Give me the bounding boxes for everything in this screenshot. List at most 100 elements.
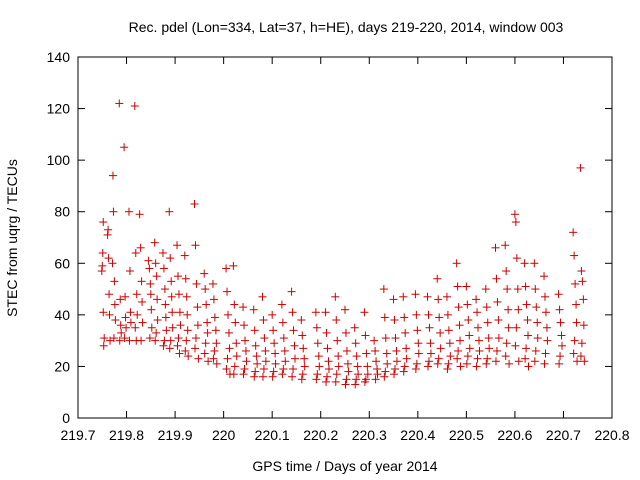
y-axis: 0 20 40 60 80 100 120 140 [47, 49, 612, 426]
data-point [121, 292, 130, 301]
data-point [463, 300, 472, 309]
data-point [147, 305, 156, 314]
data-point [501, 241, 510, 250]
data-point [161, 300, 170, 309]
data-point [391, 365, 400, 374]
data-point [351, 380, 360, 389]
data-point [456, 336, 465, 345]
data-point [360, 308, 369, 317]
data-point [181, 274, 190, 283]
data-point [290, 341, 299, 350]
data-point [259, 365, 268, 374]
data-point [492, 346, 501, 355]
data-point [371, 375, 380, 384]
data-point [239, 303, 248, 312]
y-tick-label: 100 [47, 152, 71, 168]
data-point [184, 352, 193, 361]
data-point [540, 272, 549, 281]
data-point [523, 316, 532, 325]
data-point [491, 243, 500, 252]
data-point [313, 339, 322, 348]
data-point [454, 303, 463, 312]
data-point [453, 282, 462, 291]
data-point [426, 339, 435, 348]
data-point [402, 344, 411, 353]
data-point [465, 331, 474, 340]
data-point [136, 243, 145, 252]
data-point [383, 359, 392, 368]
data-point [483, 354, 492, 363]
data-point [363, 362, 372, 371]
data-point [333, 336, 342, 345]
data-point [138, 318, 147, 327]
data-point [176, 321, 185, 330]
data-point [381, 367, 390, 376]
data-point [555, 359, 564, 368]
data-point [191, 241, 200, 250]
data-point [298, 331, 307, 340]
data-point [473, 354, 482, 363]
data-point [145, 334, 154, 343]
data-point [122, 323, 131, 332]
data-point [332, 316, 341, 325]
data-point [445, 339, 454, 348]
data-point [131, 248, 140, 257]
data-point [456, 362, 465, 371]
data-point [132, 290, 141, 299]
data-point [436, 328, 445, 337]
data-point [192, 279, 201, 288]
data-point [229, 261, 238, 270]
data-point [524, 362, 533, 371]
data-point [289, 365, 298, 374]
data-point [200, 349, 209, 358]
y-tick-label: 140 [47, 49, 71, 65]
data-point [434, 354, 443, 363]
data-point [352, 352, 361, 361]
data-point [322, 328, 331, 337]
data-point [443, 365, 452, 374]
data-point [147, 323, 156, 332]
data-points [97, 99, 589, 389]
data-point [474, 336, 483, 345]
data-point [138, 297, 147, 306]
data-point [153, 316, 162, 325]
data-point [108, 259, 117, 268]
data-point [99, 218, 108, 227]
x-tick-label: 219.7 [60, 427, 95, 443]
data-point [322, 377, 331, 386]
data-point [109, 334, 118, 343]
data-point [174, 272, 183, 281]
data-point [473, 308, 482, 317]
data-point [115, 336, 124, 345]
data-point [251, 341, 260, 350]
data-point [362, 349, 371, 358]
x-tick-label: 220.7 [546, 427, 581, 443]
data-point [510, 210, 519, 219]
data-point [530, 259, 539, 268]
data-point [249, 305, 258, 314]
data-point [225, 344, 234, 353]
data-point [555, 305, 564, 314]
data-point [224, 310, 233, 319]
data-point [315, 362, 324, 371]
data-point [209, 295, 218, 304]
data-point [557, 341, 566, 350]
data-point [481, 285, 490, 294]
data-point [571, 279, 580, 288]
data-point [341, 380, 350, 389]
data-point [512, 323, 521, 332]
data-point [280, 346, 289, 355]
data-point [334, 362, 343, 371]
data-point [331, 292, 340, 301]
data-point [351, 339, 360, 348]
data-point [152, 272, 161, 281]
data-point [168, 323, 177, 332]
data-point [512, 254, 521, 263]
x-tick-label: 220.4 [400, 427, 435, 443]
data-point [433, 274, 442, 283]
data-point [373, 370, 382, 379]
data-point [271, 359, 280, 368]
data-point [411, 290, 420, 299]
data-point [260, 334, 269, 343]
data-point [342, 346, 351, 355]
